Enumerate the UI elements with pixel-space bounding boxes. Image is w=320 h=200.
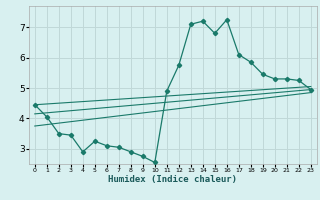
X-axis label: Humidex (Indice chaleur): Humidex (Indice chaleur) xyxy=(108,175,237,184)
